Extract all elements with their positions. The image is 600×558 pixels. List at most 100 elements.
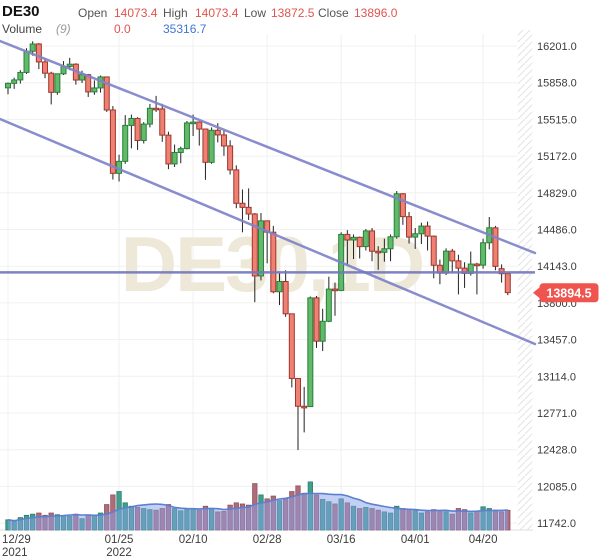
candle[interactable] — [183, 122, 190, 150]
candle[interactable] — [153, 107, 160, 111]
price-axis-label: 16201.0 — [537, 41, 577, 53]
candle[interactable] — [190, 121, 197, 125]
candle[interactable] — [313, 297, 320, 342]
candle[interactable] — [66, 63, 73, 67]
open-label: Open — [78, 6, 108, 20]
candles-layer[interactable] — [5, 41, 511, 451]
candle[interactable] — [301, 405, 308, 409]
candle[interactable] — [257, 220, 264, 277]
candle[interactable] — [196, 121, 203, 130]
price-axis-label: 14486.0 — [537, 225, 577, 237]
candle[interactable] — [350, 236, 357, 241]
candle[interactable] — [122, 124, 129, 162]
candle[interactable] — [276, 281, 283, 293]
candle[interactable] — [362, 230, 369, 248]
candle[interactable] — [233, 169, 240, 204]
last-price-tag-arrow — [533, 286, 541, 300]
candle[interactable] — [430, 235, 437, 266]
scale-margin-hatch — [517, 30, 533, 530]
candle[interactable] — [356, 236, 363, 248]
trend-line[interactable] — [0, 39, 537, 255]
candle[interactable] — [171, 151, 178, 165]
candle[interactable] — [11, 79, 18, 84]
candle[interactable] — [424, 225, 431, 237]
candle[interactable] — [177, 148, 184, 153]
candle[interactable] — [245, 206, 252, 215]
candle[interactable] — [48, 72, 55, 93]
date-axis-label: 01/25 — [105, 534, 134, 546]
candle[interactable] — [91, 87, 98, 93]
open-value: 14073.4 — [114, 6, 158, 20]
candle[interactable] — [17, 71, 24, 81]
candle[interactable] — [344, 233, 351, 241]
close-label: Close — [318, 6, 349, 20]
date-axis-label: 02/10 — [179, 534, 208, 546]
trend-line[interactable] — [0, 117, 537, 346]
candle[interactable] — [42, 61, 49, 74]
candle[interactable] — [443, 250, 450, 274]
candle[interactable] — [159, 108, 166, 136]
date-axis-label: 02/28 — [253, 534, 282, 546]
date-axis-label: 04/20 — [469, 534, 498, 546]
candle[interactable] — [418, 225, 425, 235]
candle[interactable] — [103, 76, 110, 111]
high-value: 14073.4 — [195, 6, 239, 20]
candle[interactable] — [294, 377, 301, 407]
candle[interactable] — [307, 297, 314, 408]
price-axis[interactable]: 16201.0 15858.0 15515.0 15172.0 14829.0 14486… — [537, 41, 577, 530]
candle[interactable] — [140, 123, 147, 141]
candle[interactable] — [109, 109, 116, 174]
candle[interactable] — [208, 129, 215, 163]
candle[interactable] — [399, 193, 406, 218]
candle[interactable] — [214, 129, 221, 136]
price-axis-label: 12085.0 — [537, 481, 577, 493]
candle[interactable] — [239, 202, 246, 208]
candle[interactable] — [412, 233, 419, 238]
candle[interactable] — [449, 250, 456, 262]
candle[interactable] — [270, 231, 277, 293]
date-axis-label: 04/01 — [401, 534, 430, 546]
candle[interactable] — [251, 213, 258, 277]
low-label: Low — [244, 6, 267, 20]
candle[interactable] — [288, 313, 295, 379]
candle[interactable] — [282, 281, 289, 315]
price-axis-label: 14143.0 — [537, 261, 577, 273]
candle[interactable] — [492, 227, 499, 267]
candle[interactable] — [473, 263, 480, 267]
candle[interactable] — [375, 250, 382, 254]
volume-label: Volume — [2, 22, 43, 36]
candle[interactable] — [369, 230, 376, 252]
price-axis-label: 12428.0 — [537, 445, 577, 457]
candle[interactable] — [146, 107, 153, 125]
high-label: High — [163, 6, 188, 20]
candle[interactable] — [227, 145, 234, 171]
candle[interactable] — [381, 248, 388, 253]
candle[interactable] — [165, 134, 172, 165]
candle[interactable] — [504, 273, 511, 294]
volume-value: 0.0 — [114, 22, 131, 36]
candle[interactable] — [5, 82, 11, 89]
candle[interactable] — [480, 242, 487, 266]
candle[interactable] — [455, 260, 462, 269]
candle[interactable] — [23, 50, 30, 73]
candle[interactable] — [387, 236, 394, 250]
last-price-tag: 13894.5 — [533, 283, 599, 303]
candle[interactable] — [128, 117, 135, 126]
candle[interactable] — [54, 73, 61, 93]
candle[interactable] — [319, 320, 326, 342]
candle[interactable] — [29, 43, 36, 52]
candle[interactable] — [134, 117, 141, 141]
candle[interactable] — [220, 134, 227, 147]
candle[interactable] — [406, 216, 413, 238]
price-axis-label: 13457.0 — [537, 335, 577, 347]
candle[interactable] — [332, 288, 339, 292]
last-price-tag-box — [539, 283, 599, 303]
candle[interactable] — [202, 128, 209, 163]
candle[interactable] — [393, 193, 400, 238]
date-axis-year-label: 2021 — [2, 547, 28, 558]
price-axis-label: 15515.0 — [537, 114, 577, 126]
candle[interactable] — [325, 288, 332, 322]
candle[interactable] — [35, 43, 42, 63]
